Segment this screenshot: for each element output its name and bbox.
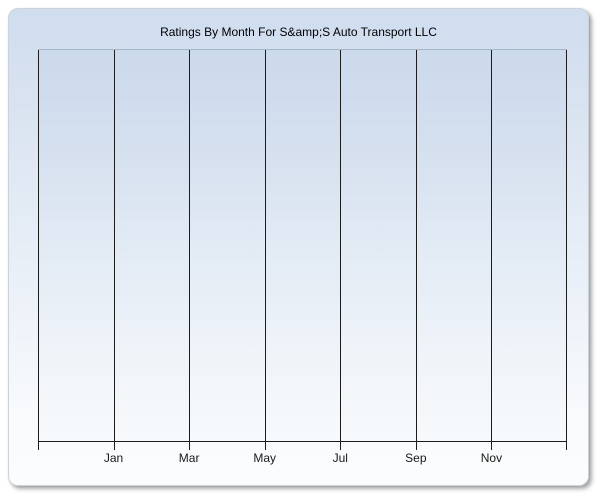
x-axis-label-mar: Mar <box>178 451 200 465</box>
x-axis-label-jul: Jul <box>332 451 348 465</box>
chart-title: Ratings By Month For S&amp;S Auto Transp… <box>160 25 437 39</box>
plot-area: Jan Mar May Jul Sep Nov <box>38 49 567 465</box>
x-axis-label-may: May <box>253 451 277 465</box>
gridline <box>264 50 266 450</box>
chart-card: Ratings By Month For S&amp;S Auto Transp… <box>8 8 589 486</box>
x-axis-label-nov: Nov <box>480 451 503 465</box>
gridline <box>189 50 191 450</box>
gridline <box>113 50 115 450</box>
gridline <box>38 50 39 450</box>
x-axis-label-jan: Jan <box>103 451 124 465</box>
gridline <box>340 50 342 450</box>
gridline <box>566 50 567 450</box>
gridline <box>491 50 493 450</box>
x-axis-label-sep: Sep <box>405 451 427 465</box>
gridline <box>415 50 417 450</box>
